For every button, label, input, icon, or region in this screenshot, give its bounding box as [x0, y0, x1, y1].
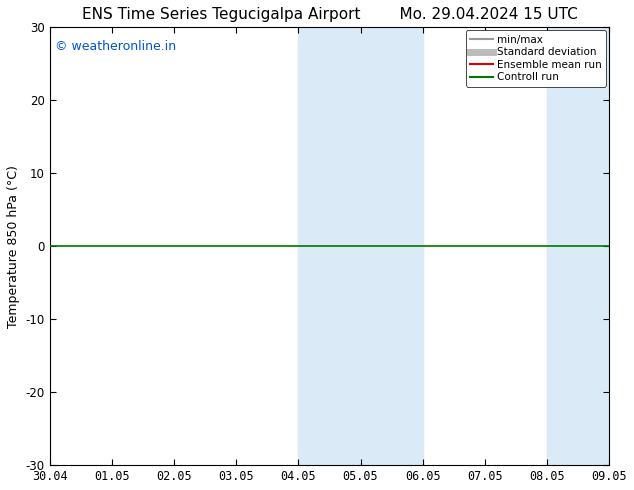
Bar: [547, 27, 609, 465]
Text: © weatheronline.in: © weatheronline.in: [55, 40, 176, 53]
Legend: min/max, Standard deviation, Ensemble mean run, Controll run: min/max, Standard deviation, Ensemble me…: [466, 30, 606, 87]
Bar: [299, 27, 423, 465]
Y-axis label: Temperature 850 hPa (°C): Temperature 850 hPa (°C): [7, 165, 20, 328]
Title: ENS Time Series Tegucigalpa Airport        Mo. 29.04.2024 15 UTC: ENS Time Series Tegucigalpa Airport Mo. …: [82, 7, 578, 22]
